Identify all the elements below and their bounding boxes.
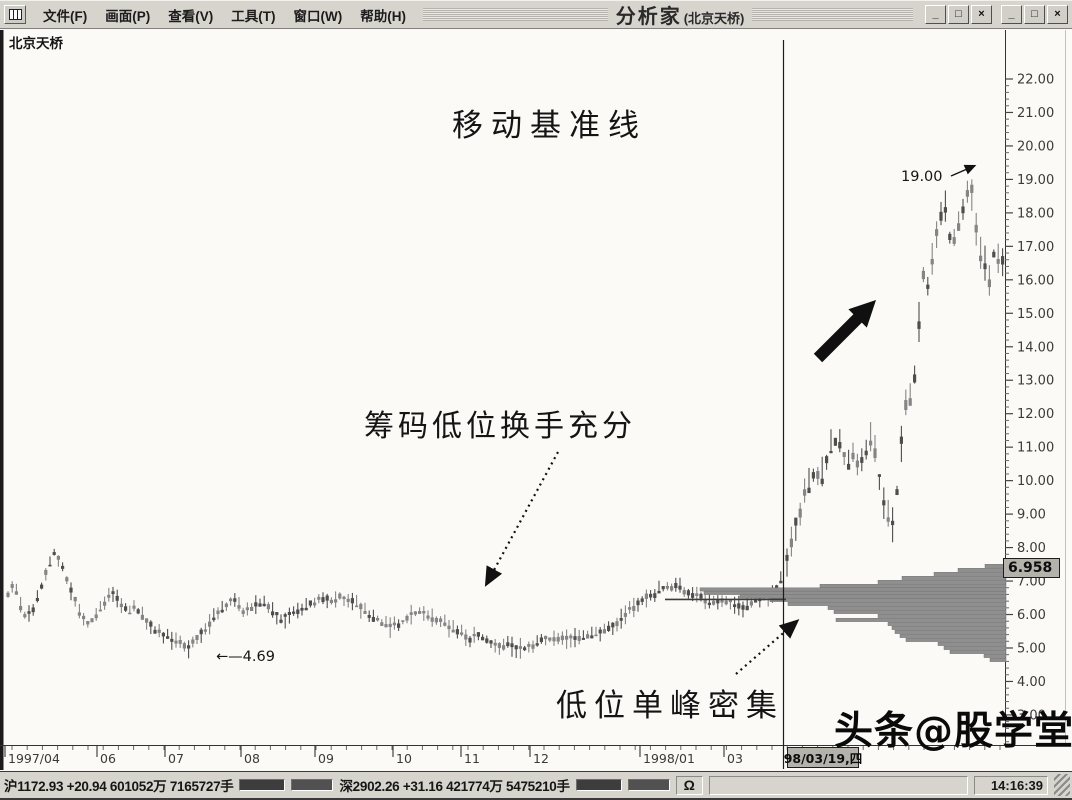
svg-text:8.00: 8.00 [1017,541,1046,556]
window-controls: _ □ × _ □ × [925,5,1068,24]
svg-text:7.00: 7.00 [1017,575,1046,590]
menu-bar: 文件(F) 画面(P) 查看(V) 工具(T) 窗口(W) 帮助(H) [34,2,415,28]
annotation-chips-exchanged: 筹码低位换手充分 [364,409,636,444]
svg-text:15.00: 15.00 [1017,307,1054,322]
watermark-text: 头条@股学堂 [833,709,1072,754]
svg-text:18.00: 18.00 [1017,206,1054,221]
menu-item-0[interactable]: 文件(F) [43,8,88,24]
current-date-badge: 98/03/19,四 [784,747,862,768]
shenzhen-volume-bar [575,779,622,791]
status-bar: 沪1172.93 +20.94 601052万 7165727手 深2902.2… [0,771,1072,800]
svg-text:10: 10 [396,751,412,766]
close-doc-button[interactable]: × [1047,5,1068,24]
svg-text:3.00: 3.00 [1017,708,1046,723]
shanghai-amount-bar [291,779,334,791]
svg-text:16.00: 16.00 [1017,273,1054,288]
svg-text:09: 09 [318,751,334,766]
shenzhen-amount-bar [627,779,670,791]
stock-name-label: 北京天桥 [9,36,63,51]
svg-text:21.00: 21.00 [1017,106,1054,121]
chart-panel: 22.00 21.00 20.00 19.00 18.00 17.00 16.00 15.00… [0,30,1072,771]
annotation-moving-baseline: 移动基准线 [452,108,647,144]
svg-text:13.00: 13.00 [1017,374,1054,389]
svg-text:17.00: 17.00 [1017,240,1054,255]
titlebar-grip-lines-left [422,8,608,21]
svg-text:1997/04: 1997/04 [8,751,60,766]
titlebar-grip-lines-right [752,8,913,21]
chart-canvas[interactable]: 22.00 21.00 20.00 19.00 18.00 17.00 16.00 15.00… [0,30,1072,771]
resize-grip[interactable] [1054,774,1070,796]
svg-text:11.00: 11.00 [1017,441,1054,456]
menu-item-5[interactable]: 帮助(H) [360,8,406,24]
status-omega-icon[interactable]: Ω [675,775,703,795]
price-low-label: ←—4.69 [216,649,275,665]
menu-item-4[interactable]: 窗口(W) [293,8,343,24]
svg-text:5.00: 5.00 [1017,641,1046,656]
restore-doc-button[interactable]: □ [1024,5,1045,24]
app-logo-icon [8,9,22,20]
window-title: 分析家 (北京天桥) [616,0,745,29]
shenzhen-index-readout: 深2902.26 +31.16 421774万 5475210手 [339,779,570,794]
svg-text:4.00: 4.00 [1017,675,1046,690]
menu-item-2[interactable]: 查看(V) [168,8,214,24]
svg-text:06: 06 [100,751,116,766]
annotation-single-peak: 低位单峰密集 [556,688,784,724]
close-button[interactable]: × [971,5,992,24]
title-menu-bar: 文件(F) 画面(P) 查看(V) 工具(T) 窗口(W) 帮助(H) 分析家 (北京天桥… [0,0,1072,29]
app-title: 分析家 [615,6,682,28]
svg-text:12: 12 [533,751,549,766]
shanghai-index-readout: 沪1172.93 +20.94 601052万 7165727手 [4,779,234,794]
svg-text:03: 03 [727,751,743,766]
price-high-label: 19.00 [901,169,943,185]
svg-text:08: 08 [244,751,260,766]
menu-item-3[interactable]: 工具(T) [231,8,276,24]
menu-item-1[interactable]: 画面(P) [105,8,151,24]
svg-text:9.00: 9.00 [1017,508,1046,523]
current-price-badge: 6.958 [1003,558,1060,578]
svg-text:12.00: 12.00 [1017,407,1054,422]
minimize-doc-button[interactable]: _ [1001,5,1022,24]
shanghai-volume-bar [239,779,286,791]
app-subtitle: (北京天桥) [683,11,745,26]
svg-text:14.00: 14.00 [1017,340,1054,355]
status-message-panel [708,775,968,795]
svg-text:19.00: 19.00 [1017,173,1054,188]
minimize-button[interactable]: _ [925,5,946,24]
svg-text:07: 07 [168,751,184,766]
maximize-button[interactable]: □ [948,5,969,24]
svg-text:11: 11 [464,751,480,766]
svg-text:1998/01: 1998/01 [643,751,695,766]
svg-text:22.00: 22.00 [1017,73,1054,88]
clock-readout: 14:16:39 [974,775,1048,795]
svg-text:20.00: 20.00 [1017,139,1054,154]
svg-text:10.00: 10.00 [1017,474,1054,489]
svg-text:6.00: 6.00 [1017,608,1046,623]
app-icon[interactable] [4,5,26,24]
